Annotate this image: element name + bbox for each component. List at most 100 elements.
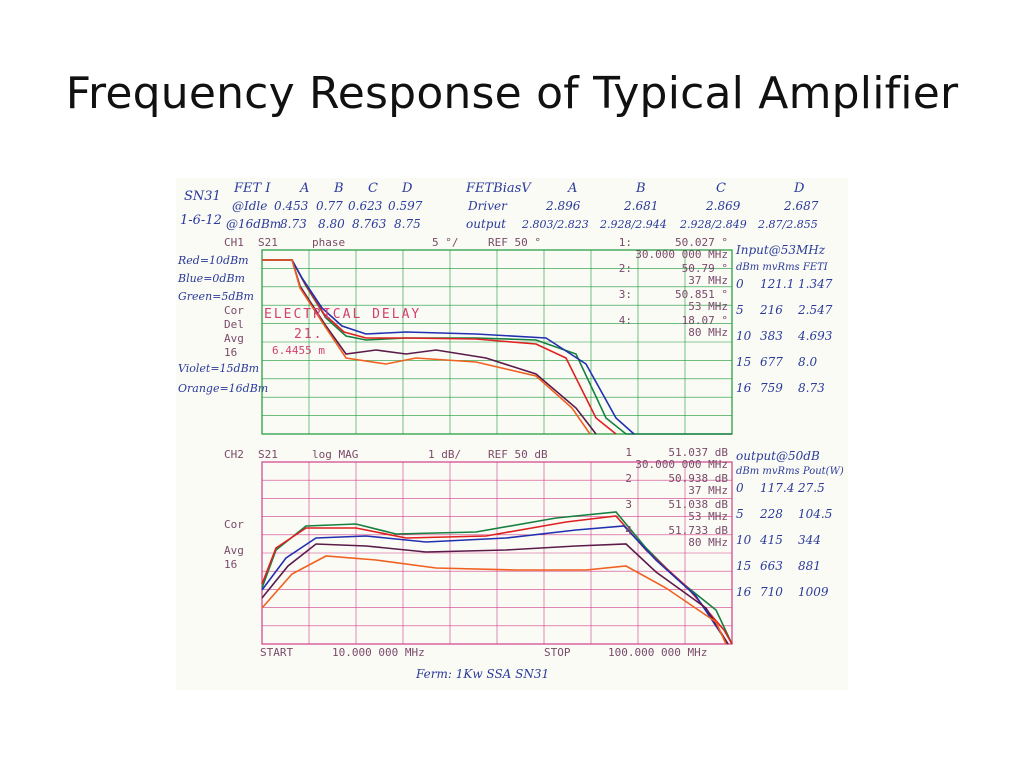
legend-orange: Orange=16dBm: [178, 382, 268, 395]
bias-output-0: output: [466, 217, 506, 231]
fet-p16-3: 8.763: [352, 217, 387, 231]
ch1-markers-num: 2:: [619, 262, 632, 275]
ch1-markers-num: 4:: [619, 314, 632, 327]
ch2-param: S21: [258, 448, 278, 461]
ch2-trace-violet: [261, 543, 729, 645]
legend-red: Red=10dBm: [177, 254, 249, 267]
legend-blue: Blue=0dBm: [177, 272, 245, 285]
ch2-format: log MAG: [312, 448, 358, 461]
input-rows-cell: 2.547: [797, 303, 833, 317]
ch1-trace-orange: [262, 259, 591, 435]
ch1-markers-value: 50.851 °: [675, 288, 728, 301]
footer-note: Ferm: 1Kw SSA SN31: [415, 667, 549, 681]
input-rows-cell: 16: [736, 381, 752, 395]
input-rows-cell: 5: [736, 303, 744, 317]
ch2-status-avg: Avg: [224, 544, 244, 557]
ch2-markers-num: 3: [625, 498, 632, 511]
ch2-markers-freq: 30.000 000 MHz: [635, 458, 728, 471]
output-rows-cell: 228: [759, 507, 783, 521]
ch2-trace-orange: [261, 555, 727, 645]
ch1-ref: REF 50 °: [488, 236, 541, 249]
ch1-label: CH1: [224, 236, 244, 249]
ch2-grid: [261, 461, 733, 645]
legend-violet: Violet=15dBm: [178, 362, 259, 375]
ch1-status-16: 16: [224, 346, 237, 359]
fet-head-2: B: [333, 181, 344, 196]
ch1-delay-value2: 6.4455 m: [272, 344, 325, 357]
ch1-scale: 5 °/: [432, 236, 459, 249]
output-rows-cell: 415: [759, 533, 783, 547]
input-rows-cell: 677: [760, 355, 783, 369]
ch2-traces: [261, 511, 733, 645]
legend-green: Green=5dBm: [178, 290, 254, 303]
input-table-head: dBm mvRms FETI: [736, 262, 829, 273]
bias-head-0: FETBiasV: [465, 181, 532, 196]
fet-p16-4: 8.75: [394, 217, 421, 231]
plot-canvas: SN31 1-6-12 FET I A B C D @Idle 0.453 0.…: [177, 181, 844, 681]
output-rows-cell: 16: [736, 585, 752, 599]
bias-head-1: A: [567, 181, 577, 196]
ch2-start-value: 10.000 000 MHz: [332, 646, 425, 659]
ch2-markers-freq: 80 MHz: [688, 536, 728, 549]
note-sn: SN31: [184, 189, 221, 204]
input-rows-cell: 4.693: [797, 329, 833, 343]
input-table-title: Input@53MHz: [735, 243, 826, 257]
output-rows-cell: 15: [736, 559, 751, 573]
bias-output-3: 2.928/2.849: [679, 218, 747, 231]
ch2-markers-freq: 53 MHz: [688, 510, 728, 523]
bias-driver-0: Driver: [467, 199, 508, 213]
output-rows-cell: 1009: [798, 585, 829, 599]
output-rows-cell: 881: [798, 559, 821, 573]
ch2-markers-num: 4: [625, 524, 632, 537]
ch2-status-cor: Cor: [224, 518, 244, 531]
ch1-status-avg: Avg: [224, 332, 244, 345]
input-rows-cell: 8.0: [798, 355, 817, 369]
ch1-markers-value: 18.07 °: [682, 314, 728, 327]
fet-p16-2: 8.80: [318, 217, 345, 231]
fet-idle-3: 0.623: [348, 199, 383, 213]
ch2-start-label: START: [260, 646, 293, 659]
ch1-markers-freq: 80 MHz: [688, 326, 728, 339]
bias-driver-2: 2.681: [623, 199, 658, 213]
fet-p16-0: @16dBm: [226, 217, 281, 231]
output-table-rows: 0 117.4 27.5 5 228 104.5 10 415 344 15 663 881 16 710…: [736, 481, 832, 599]
ch1-format: phase: [312, 236, 345, 249]
output-rows-cell: 5: [736, 507, 744, 521]
output-table-head: dBm mvRms Pout(W): [736, 466, 844, 477]
input-rows-cell: 0: [736, 277, 744, 291]
ch1-markers-num: 3:: [619, 288, 632, 301]
fet-idle-2: 0.77: [316, 199, 343, 213]
ch2-trace-blue: [261, 525, 729, 645]
input-table-rows: 0 121.1 1.347 5 216 2.547 10 383 4.693 15 677 8.0 16…: [736, 277, 833, 395]
fet-head-4: D: [401, 181, 413, 196]
ch2-markers-value: 51.037 dB: [668, 446, 728, 459]
bias-head-2: B: [635, 181, 646, 196]
input-rows-cell: 1.347: [798, 277, 833, 291]
ch1-status-del: Del: [224, 318, 244, 331]
input-rows-cell: 383: [760, 329, 783, 343]
output-rows-cell: 10: [736, 533, 752, 547]
fet-idle-4: 0.597: [388, 199, 423, 213]
bias-head-3: C: [716, 181, 726, 196]
output-rows-cell: 663: [760, 559, 783, 573]
ch2-stop-value: 100.000 000 MHz: [608, 646, 707, 659]
ch1-param: S21: [258, 236, 278, 249]
ch1-traces: [262, 259, 732, 435]
fet-p16-1: 8.73: [280, 217, 307, 231]
slide-title: Frequency Response of Typical Amplifier: [65, 68, 959, 119]
ch1-markers-freq: 30.000 000 MHz: [635, 248, 728, 261]
ch1-grid: [261, 249, 733, 435]
output-rows-cell: 344: [798, 533, 821, 547]
ch2-markers-value: 50.938 dB: [668, 472, 728, 485]
bias-driver-4: 2.687: [783, 199, 819, 213]
ch2-label: CH2: [224, 448, 244, 461]
ch2-scale: 1 dB/: [428, 448, 461, 461]
ch1-markers-freq: 37 MHz: [688, 274, 728, 287]
ch1-trace-blue: [262, 259, 635, 435]
output-table-title: output@50dB: [736, 449, 820, 463]
input-rows-cell: 216: [759, 303, 783, 317]
bias-head-4: D: [793, 181, 805, 196]
output-rows-cell: 104.5: [798, 507, 832, 521]
